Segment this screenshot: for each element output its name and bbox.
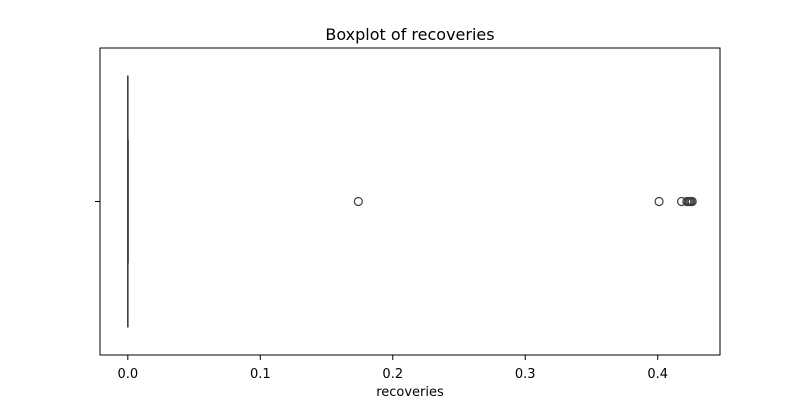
x-axis-label: recoveries <box>376 385 444 400</box>
x-tick-label: 0.4 <box>647 367 668 382</box>
chart-title: Boxplot of recoveries <box>325 25 494 44</box>
x-tick-label: 0.0 <box>117 367 138 382</box>
outliers-group <box>353 196 697 207</box>
x-axis-ticks: 0.0 0.1 0.2 0.3 0.4 <box>117 355 668 382</box>
outlier-point <box>353 196 363 207</box>
x-tick-label: 0.3 <box>515 367 536 382</box>
x-tick-label: 0.1 <box>250 367 271 382</box>
x-tick-label: 0.2 <box>382 367 403 382</box>
outlier-point <box>687 196 697 207</box>
plot-area-frame <box>99 47 721 356</box>
outlier-point <box>654 196 664 207</box>
box-elements <box>127 75 129 328</box>
